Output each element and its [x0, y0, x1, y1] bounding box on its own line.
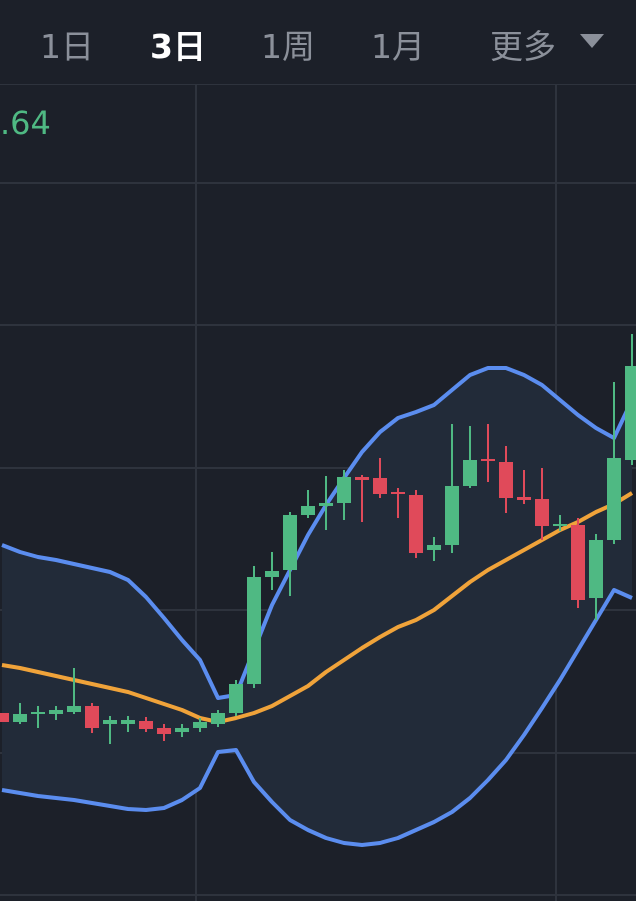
- candle-body: [481, 459, 495, 461]
- candle-body: [337, 477, 351, 503]
- candle-body: [265, 571, 279, 577]
- candle-body: [607, 458, 621, 540]
- tab[interactable]: 1周: [261, 27, 315, 66]
- candle-body: [553, 524, 567, 526]
- candle-body: [283, 515, 297, 570]
- candle-body: [391, 492, 405, 494]
- candle-body: [85, 706, 99, 728]
- candle-body: [463, 460, 477, 486]
- candle-body: [103, 720, 117, 724]
- candle-body: [319, 503, 333, 506]
- candle-body: [67, 706, 81, 712]
- candle-body: [247, 577, 261, 684]
- candle-body: [445, 486, 459, 545]
- upper-band: [1, 366, 634, 700]
- candle-body: [355, 477, 369, 480]
- band-fill: [2, 368, 632, 845]
- tab[interactable]: 1月: [371, 27, 425, 66]
- dropdown-arrow[interactable]: [578, 32, 608, 52]
- tab[interactable]: 1日: [40, 27, 94, 66]
- candle-body: [409, 495, 423, 553]
- candle-body: [0, 713, 9, 722]
- candle-body: [499, 462, 513, 498]
- candle-body: [175, 728, 189, 732]
- candle-body: [229, 684, 243, 713]
- middle-band: [1, 491, 634, 724]
- candle-body: [625, 366, 636, 460]
- candle-body: [193, 722, 207, 728]
- candle-body: [31, 712, 45, 714]
- candle-body: [139, 721, 153, 729]
- candle-body: [157, 728, 171, 734]
- tab[interactable]: 3日: [150, 27, 206, 66]
- candle-body: [589, 540, 603, 598]
- lower-band: [1, 588, 633, 847]
- candle-body: [571, 525, 585, 600]
- candle-body: [427, 545, 441, 550]
- candle-body: [49, 710, 63, 714]
- price-label: .64: [0, 104, 51, 142]
- period-tabs: 1日 3日 1周 1月 更多: [0, 0, 636, 85]
- candle-body: [373, 478, 387, 494]
- candle-body: [13, 714, 27, 722]
- candle-body: [535, 499, 549, 526]
- candle-body: [121, 720, 135, 724]
- candle-body: [211, 713, 225, 724]
- tab[interactable]: 更多: [490, 27, 556, 66]
- candle-body: [301, 506, 315, 515]
- candle-body: [517, 497, 531, 500]
